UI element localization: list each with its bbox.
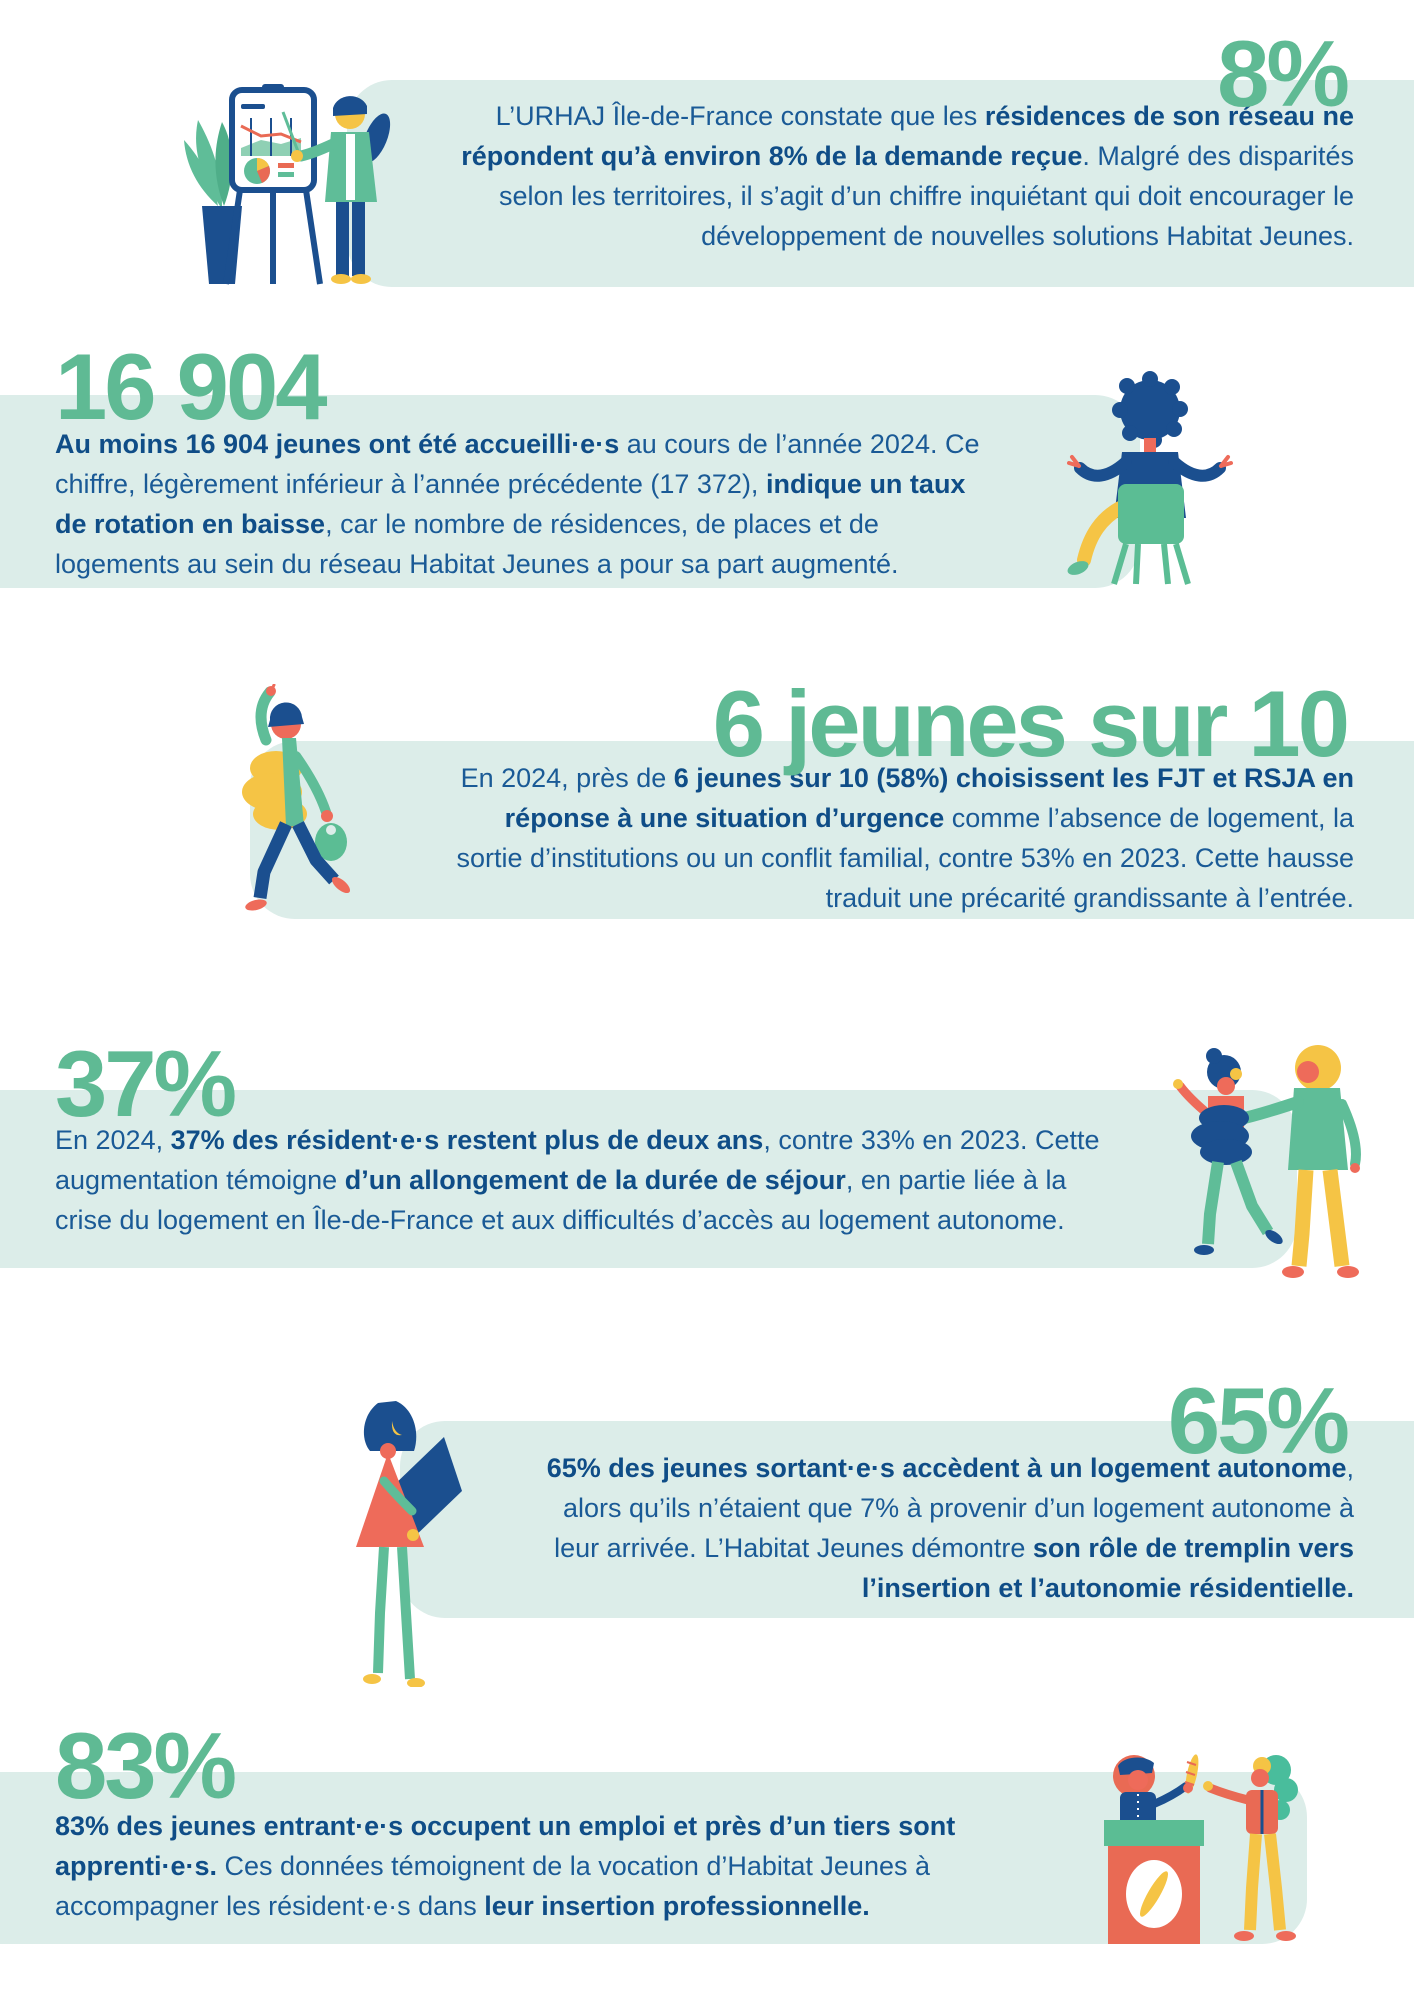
chair — [1111, 484, 1191, 585]
baker — [1113, 1754, 1199, 1826]
short-friend — [1173, 1048, 1283, 1255]
highlight-band — [400, 1421, 1414, 1618]
text-line: 65% des jeunes sortant·e·s accèdent à un… — [546, 1453, 1354, 1483]
highlight-band — [0, 1090, 1297, 1268]
text-line: réponse à une situation d’urgence comme … — [504, 803, 1354, 833]
stat-paragraph: 65% des jeunes sortant·e·s accèdent à un… — [547, 1448, 1354, 1608]
stat-paragraph: L’URHAJ Île-de-France constate que les r… — [461, 96, 1354, 256]
baker-podium-icon — [1104, 1754, 1298, 1944]
text-line: augmentation témoigne d’un allongement d… — [55, 1165, 1067, 1195]
walking-person-illustration — [198, 684, 360, 926]
stat-number: 37% — [55, 1031, 237, 1136]
highlight-band — [0, 1772, 1307, 1944]
stat-number: 8% — [1217, 21, 1350, 126]
highlight-band — [250, 741, 1414, 919]
person-carrying-board-illustration — [328, 1395, 480, 1687]
podium — [1104, 1820, 1204, 1944]
text-line: traduit une précarité grandissante à l’e… — [825, 883, 1354, 913]
customer — [1203, 1755, 1298, 1941]
stat-paragraph: En 2024, près de 6 jeunes sur 10 (58%) c… — [456, 758, 1354, 918]
two-friends-illustration — [1158, 1038, 1376, 1290]
text-line: En 2024, près de 6 jeunes sur 10 (58%) c… — [460, 763, 1354, 793]
text-line: répondent qu’à environ 8% de la demande … — [461, 141, 1354, 171]
text-line: selon les territoires, il s’agit d’un ch… — [499, 181, 1354, 211]
stat-number: 65% — [1167, 1368, 1350, 1473]
text-line: accompagner les résident·e·s dans leur i… — [55, 1891, 870, 1921]
text-line: sortie d’institutions ou un conflit fami… — [456, 843, 1354, 873]
text-line: En 2024, 37% des résident·e·s restent pl… — [55, 1125, 1100, 1155]
two-friends-icon — [1173, 1045, 1361, 1278]
text-line: l’insertion et l’autonomie résidentielle… — [861, 1573, 1354, 1603]
seated-person — [1067, 371, 1233, 575]
highlight-band — [347, 80, 1414, 287]
text-line: crise du logement en Île-de-France et au… — [55, 1205, 1065, 1235]
plant — [184, 120, 242, 284]
stat-paragraph: Au moins 16 904 jeunes ont été accueilli… — [55, 424, 979, 584]
stat-paragraph: 83% des jeunes entrant·e·s occupent un e… — [55, 1806, 955, 1926]
text-line: apprenti·e·s. Ces données témoignent de … — [55, 1851, 930, 1881]
person-sitting-on-chair-illustration — [1050, 366, 1255, 588]
text-line: logements au sein du réseau Habitat Jeun… — [55, 549, 899, 579]
text-line: alors qu’ils n’étaient que 7% à provenir… — [562, 1493, 1354, 1523]
stat-paragraph: En 2024, 37% des résident·e·s restent pl… — [55, 1120, 1100, 1240]
highlight-band — [0, 395, 1140, 588]
stat-number: 6 jeunes sur 10 — [712, 671, 1350, 776]
text-line: Au moins 16 904 jeunes ont été accueilli… — [55, 429, 980, 459]
text-line: développement de nouvelles solutions Hab… — [701, 221, 1354, 251]
presenter-person — [281, 96, 391, 284]
carrying-person — [356, 1401, 462, 1687]
walking-person-icon — [242, 684, 351, 911]
person-carrying-board-icon — [356, 1401, 462, 1687]
text-line: leur arrivée. L’Habitat Jeunes démontre … — [554, 1533, 1354, 1563]
flipchart — [223, 84, 323, 285]
stat-number: 16 904 — [55, 334, 328, 439]
text-line: de rotation en baisse, car le nombre de … — [55, 509, 879, 539]
person-on-chair-icon — [1067, 371, 1233, 585]
text-line: L’URHAJ Île-de-France constate que les r… — [495, 101, 1354, 131]
presenter-at-flipchart-icon — [184, 84, 391, 285]
text-line: 83% des jeunes entrant·e·s occupent un e… — [55, 1811, 956, 1841]
tall-friend — [1230, 1045, 1361, 1278]
presenter-at-flipchart-illustration — [140, 56, 425, 288]
baker-podium-illustration — [1078, 1748, 1328, 1946]
text-line: chiffre, légèrement inférieur à l’année … — [55, 469, 966, 499]
walking-person — [242, 684, 351, 911]
stat-number: 83% — [55, 1713, 237, 1818]
